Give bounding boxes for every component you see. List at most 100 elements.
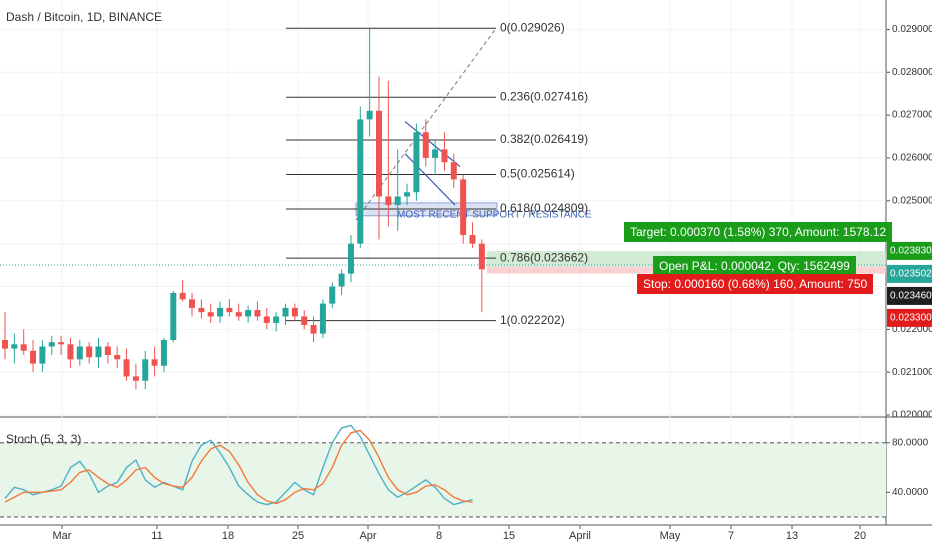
time-axis-label: 15	[503, 530, 515, 542]
candle-body[interactable]	[254, 310, 261, 317]
stoch-series-k	[4, 424, 473, 506]
stoch-axis-label: 40.0000	[892, 487, 929, 498]
candle-body[interactable]	[198, 307, 205, 313]
time-axis-label: 11	[151, 530, 162, 542]
support-resistance-label: MOST RECENT SUPPORT / RESISTANCE	[397, 209, 592, 220]
candle-body[interactable]	[67, 344, 74, 360]
time-axis-label: 25	[292, 530, 304, 542]
stoch-band	[0, 442, 886, 517]
candle-body[interactable]	[329, 286, 336, 304]
price-axis-label: 0.028000	[892, 67, 932, 78]
candle-body[interactable]	[347, 243, 354, 274]
candle-body[interactable]	[2, 340, 8, 349]
candle-body[interactable]	[460, 179, 467, 236]
price-axis-label: 0.025000	[892, 195, 932, 206]
candle-body[interactable]	[469, 235, 476, 244]
candle-body[interactable]	[189, 299, 195, 308]
candle-body[interactable]	[114, 355, 121, 360]
channel-top-line[interactable]	[404, 121, 461, 167]
fib-level-label: 0.5(0.025614)	[500, 167, 575, 181]
candle-body[interactable]	[123, 359, 130, 377]
candle-body[interactable]	[450, 162, 457, 180]
channel-bottom-line[interactable]	[404, 153, 456, 206]
current-price-tag	[887, 264, 932, 283]
fib-level-label: 0.382(0.026419)	[500, 132, 588, 146]
stoch-series-d	[4, 429, 473, 505]
candle-body[interactable]	[319, 303, 326, 334]
candle-body[interactable]	[39, 346, 46, 364]
candle-body[interactable]	[310, 325, 317, 334]
time-axis-label: May	[660, 530, 681, 542]
candle-body[interactable]	[132, 376, 139, 381]
stop-label: Stop: 0.000160 (0.68%) 160, Amount: 750	[637, 274, 874, 294]
price-axis-label: 0.027000	[892, 110, 932, 121]
symbol-title: Dash / Bitcoin, 1D, BINANCE	[6, 10, 163, 24]
candle-body[interactable]	[226, 307, 233, 313]
entry-price-tag	[887, 286, 932, 305]
candle-body[interactable]	[11, 344, 18, 349]
candle-body[interactable]	[170, 292, 177, 341]
candle-body[interactable]	[385, 196, 392, 206]
price-axis-label: 0.026000	[892, 153, 932, 164]
candle-body[interactable]	[282, 307, 289, 317]
time-axis-label: Mar	[53, 530, 72, 542]
candle-body[interactable]	[413, 132, 420, 193]
candle-body[interactable]	[95, 346, 102, 358]
candle-body[interactable]	[366, 110, 373, 120]
time-axis-label: 20	[854, 530, 866, 542]
candle-body[interactable]	[422, 132, 429, 158]
stoch-title: Stoch (5, 3, 3)	[6, 432, 82, 446]
candle-body[interactable]	[478, 243, 485, 270]
candle-body[interactable]	[376, 110, 382, 197]
candle-body[interactable]	[160, 340, 167, 366]
price-axis-label: 0.020000	[892, 410, 932, 421]
candle-body[interactable]	[301, 316, 308, 326]
price-axis-label: 0.022000	[892, 324, 932, 335]
candle-body[interactable]	[58, 342, 65, 345]
stop-price-tag	[887, 308, 932, 327]
candle-body[interactable]	[104, 346, 111, 356]
candle-body[interactable]	[263, 316, 270, 323]
candle-body[interactable]	[151, 359, 158, 366]
candle-body[interactable]	[142, 359, 149, 381]
fib-level-label: 0.786(0.023662)	[500, 250, 588, 264]
fib-level-label: 0.236(0.027416)	[500, 89, 588, 103]
current-price-tag-text: 0.023502	[890, 269, 932, 280]
time-axis-label: 8	[436, 530, 442, 542]
target-price-tag	[887, 241, 932, 260]
time-axis-label: April	[569, 530, 591, 542]
candle-body[interactable]	[291, 307, 298, 317]
candle-body[interactable]	[338, 273, 345, 287]
candle-body[interactable]	[441, 149, 448, 163]
candle-body[interactable]	[30, 350, 37, 364]
target-label: Target: 0.000370 (1.58%) 370, Amount: 15…	[624, 222, 893, 242]
fib-trend-line[interactable]	[355, 28, 497, 221]
candle-body[interactable]	[179, 292, 186, 300]
open-pnl-label: Open P&L: 0.000042, Qty: 1562499	[653, 256, 856, 276]
candle-body[interactable]	[48, 342, 55, 347]
time-axis-label: 18	[222, 530, 234, 542]
candle-body[interactable]	[207, 312, 214, 317]
candle-body[interactable]	[20, 344, 27, 351]
price-axis-label: 0.021000	[892, 367, 932, 378]
candle-body[interactable]	[76, 346, 83, 360]
stop-price-tag-text: 0.023300	[890, 313, 932, 324]
candle-body[interactable]	[394, 196, 401, 206]
target-price-tag-text: 0.023830	[890, 246, 932, 257]
candle-body[interactable]	[273, 316, 280, 323]
candle-body[interactable]	[404, 192, 411, 197]
time-axis-label: 7	[728, 530, 734, 542]
candle-body[interactable]	[432, 149, 439, 158]
entry-price-tag-text: 0.023460	[890, 291, 932, 302]
candle-body[interactable]	[217, 307, 224, 317]
time-axis-label: Apr	[359, 530, 376, 542]
candle-body[interactable]	[235, 312, 242, 317]
time-axis-label: 13	[786, 530, 798, 542]
fib-level-label: 0.618(0.024809)	[500, 201, 588, 215]
candle-body[interactable]	[86, 346, 93, 358]
candle-body[interactable]	[245, 310, 252, 317]
stoch-axis-label: 80.0000	[892, 437, 929, 448]
price-axis-label: 0.029000	[892, 24, 932, 35]
fib-level-label: 1(0.022202)	[500, 313, 565, 327]
candle-body[interactable]	[357, 119, 364, 244]
